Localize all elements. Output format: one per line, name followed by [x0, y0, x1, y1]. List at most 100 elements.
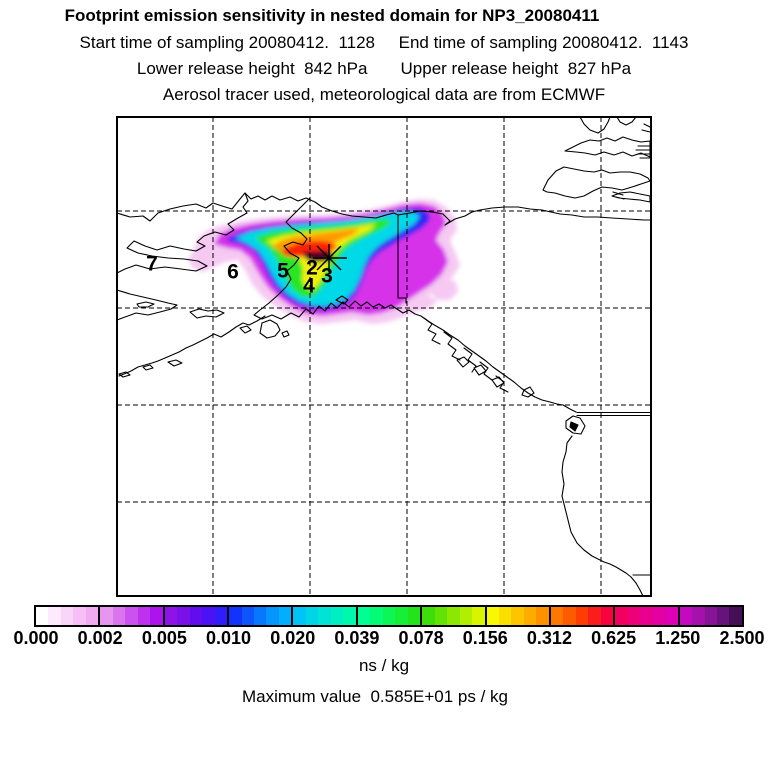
colorbar-cell [407, 607, 421, 625]
colorbar-cell [214, 607, 228, 625]
maximum-value-label: Maximum value 0.585E+01 ps / kg [242, 687, 508, 706]
coastlines [117, 117, 651, 596]
nunivak-island [239, 325, 252, 334]
colorbar-cell [422, 607, 435, 625]
colorbar-segment [548, 607, 614, 625]
us-west-coastline [561, 435, 644, 596]
colorbar-cell [36, 607, 49, 625]
colorbar-cell [343, 607, 356, 625]
colorbar-tick-label: 0.625 [591, 628, 637, 648]
colorbar-cell [550, 607, 564, 625]
colorbar-cell [305, 607, 319, 625]
colorbar-cell [447, 607, 460, 625]
release-point-label: 7 [146, 253, 158, 276]
colorbar-cell [202, 607, 215, 625]
colorbar-segment [36, 607, 99, 625]
colorbar-tick-label: 0.020 [270, 628, 316, 648]
vancouver-island [565, 415, 586, 435]
colorbar-tick-label: 0.010 [206, 628, 252, 648]
kodiak-island [259, 319, 290, 339]
st-lawrence-island [189, 308, 225, 319]
tracer-line: Aerosol tracer used, meteorological data… [162, 85, 606, 104]
colorbar-tick-label: 0.078 [398, 628, 444, 648]
release-point-label: 4 [303, 275, 315, 298]
colorbar-cell [125, 607, 138, 625]
colorbar-cell [370, 607, 383, 625]
colorbar-cell [100, 607, 113, 625]
vancouver-island-detail [569, 421, 579, 432]
colorbar-cell [318, 607, 331, 625]
colorbar-tick-label: 0.002 [77, 628, 123, 648]
arctic-islands-top [579, 117, 651, 134]
colorbar-tick-label: 0.039 [334, 628, 380, 648]
release-point-label: 3 [321, 265, 333, 288]
aleutian-islets [118, 359, 183, 378]
banks-island [564, 136, 651, 158]
colorbar-segment [677, 607, 742, 625]
colorbar-cell [640, 607, 653, 625]
colorbar-segment [613, 607, 678, 625]
colorbar-cell [60, 607, 74, 625]
colorbar-segment [98, 607, 163, 625]
colorbar-cell [357, 607, 371, 625]
island-hatching [635, 145, 651, 159]
colorbar-cell [382, 607, 396, 625]
plot-title: Footprint emission sensitivity in nested… [64, 6, 600, 25]
chukotka-south-coastline [117, 289, 178, 321]
colorbar-cell [189, 607, 203, 625]
colorbar-units-label: ns / kg [358, 656, 410, 675]
colorbar-cell [177, 607, 190, 625]
colorbar-segment [162, 607, 228, 625]
colorbar-cell [704, 607, 717, 625]
plume-level-red [280, 241, 338, 257]
colorbar-cell [459, 607, 473, 625]
chukotka-coastline [117, 192, 249, 274]
colorbar-cell [536, 607, 549, 625]
colorbar-cell [600, 607, 614, 625]
colorbar-cell [164, 607, 178, 625]
colorbar-cell [486, 607, 499, 625]
colorbar-cell [293, 607, 306, 625]
colorbar-cell [150, 607, 163, 625]
colorbar-cell [563, 607, 576, 625]
source-marker-icon [313, 244, 347, 272]
colorbar-cell [434, 607, 448, 625]
colorbar-cell [229, 607, 242, 625]
colorbar-cell [588, 607, 601, 625]
colorbar-cell [137, 607, 151, 625]
colorbar-cell [278, 607, 292, 625]
small-island [136, 301, 155, 308]
colorbar-segment [227, 607, 292, 625]
colorbar-tick-label: 0.000 [13, 628, 59, 648]
colorbar-tick-label: 2.500 [719, 628, 765, 648]
victoria-island [542, 166, 651, 199]
colorbar-cell [85, 607, 99, 625]
colorbar-cell [692, 607, 705, 625]
colorbar [34, 605, 744, 627]
colorbar-cell [395, 607, 408, 625]
release-point-label: 5 [277, 260, 289, 283]
colorbar-tick-label: 0.005 [141, 628, 187, 648]
sensitivity-plume [188, 199, 460, 324]
us-canada-border [576, 411, 651, 417]
colorbar-cell [652, 607, 666, 625]
colorbar-cell [266, 607, 279, 625]
colorbar-segment [355, 607, 421, 625]
colorbar-tick-label: 0.312 [526, 628, 572, 648]
alaska-canada-border [397, 214, 407, 304]
pws-islet [335, 295, 349, 305]
release-point-labels: 7 6 5 2 34 [146, 253, 333, 298]
colorbar-segment [420, 607, 485, 625]
colorbar-cell [48, 607, 61, 625]
colorbar-cell [679, 607, 693, 625]
colorbar-tick-label: 0.156 [462, 628, 508, 648]
colorbar-segment [291, 607, 356, 625]
release-point-label: 6 [227, 261, 239, 284]
colorbar-cell [575, 607, 589, 625]
colorbar-cell [112, 607, 126, 625]
colorbar-cell [330, 607, 344, 625]
colorbar-cell [254, 607, 267, 625]
colorbar-cell [717, 607, 730, 625]
sampling-time-line: Start time of sampling 20080412. 1128 En… [79, 33, 689, 52]
